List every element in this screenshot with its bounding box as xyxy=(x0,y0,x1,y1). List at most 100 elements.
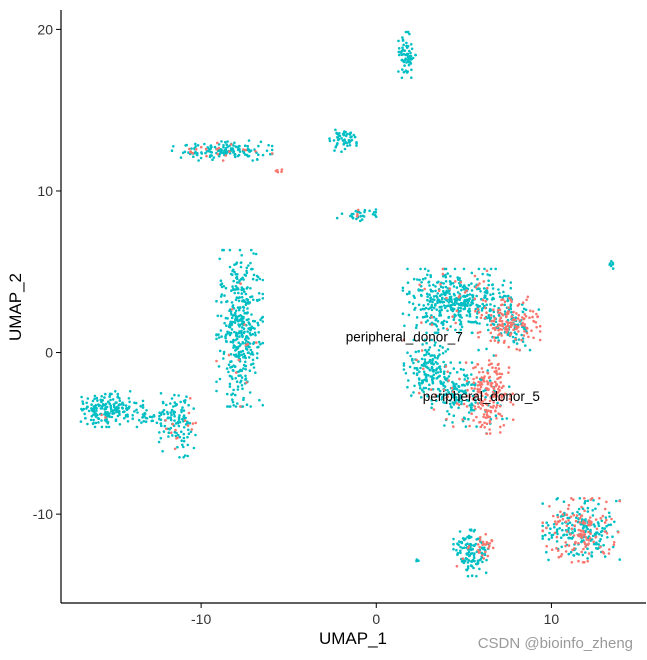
scatter-point-teal xyxy=(459,328,463,332)
scatter-point-teal xyxy=(478,567,481,571)
scatter-point-teal xyxy=(188,421,192,425)
scatter-point-teal xyxy=(442,282,446,285)
scatter-point-teal xyxy=(86,422,89,426)
scatter-point-teal xyxy=(424,353,428,356)
scatter-point-teal xyxy=(447,301,451,304)
scatter-point-teal xyxy=(261,297,265,300)
scatter-point-salmon xyxy=(479,385,483,389)
scatter-point-teal xyxy=(232,287,235,291)
scatter-point-teal xyxy=(244,356,247,360)
scatter-point-teal xyxy=(555,540,559,543)
scatter-point-teal xyxy=(411,357,414,361)
scatter-point-teal xyxy=(245,271,249,275)
scatter-point-teal xyxy=(140,421,143,424)
scatter-point-teal xyxy=(204,151,207,155)
scatter-point-teal xyxy=(615,499,618,503)
scatter-point-teal xyxy=(256,346,259,349)
scatter-point-teal xyxy=(407,379,410,382)
scatter-point-salmon xyxy=(171,422,175,426)
scatter-point-teal xyxy=(466,304,469,308)
scatter-point-teal xyxy=(340,150,343,153)
scatter-point-teal xyxy=(194,433,197,437)
scatter-point-teal xyxy=(260,316,264,320)
scatter-point-salmon xyxy=(523,330,526,333)
scatter-point-teal xyxy=(522,307,526,311)
scatter-point-teal xyxy=(190,147,193,150)
scatter-point-teal xyxy=(449,361,453,364)
scatter-point-salmon xyxy=(511,392,514,396)
scatter-point-teal xyxy=(444,285,448,289)
scatter-point-teal xyxy=(421,343,424,346)
scatter-point-teal xyxy=(252,366,256,369)
scatter-point-salmon xyxy=(478,371,481,374)
scatter-point-teal xyxy=(258,398,261,402)
scatter-point-salmon xyxy=(228,150,231,153)
scatter-point-teal xyxy=(408,32,411,36)
scatter-point-teal xyxy=(220,140,223,143)
scatter-point-salmon xyxy=(565,513,569,516)
scatter-point-teal xyxy=(402,70,406,74)
scatter-point-teal xyxy=(404,372,408,375)
scatter-point-salmon xyxy=(594,518,598,521)
scatter-point-salmon xyxy=(194,148,198,151)
scatter-point-teal xyxy=(442,304,446,307)
scatter-point-teal xyxy=(363,210,366,214)
scatter-point-teal xyxy=(334,146,338,149)
scatter-point-teal xyxy=(83,412,86,416)
scatter-point-teal xyxy=(420,363,424,367)
scatter-point-salmon xyxy=(501,322,504,326)
scatter-point-teal xyxy=(485,297,489,301)
scatter-point-teal xyxy=(100,395,103,398)
scatter-point-salmon xyxy=(605,500,608,504)
scatter-point-teal xyxy=(446,410,449,413)
scatter-point-teal xyxy=(441,395,444,399)
scatter-point-teal xyxy=(118,403,121,406)
scatter-point-teal xyxy=(125,408,129,412)
scatter-point-teal xyxy=(100,407,104,410)
scatter-point-salmon xyxy=(482,377,486,380)
scatter-point-salmon xyxy=(496,308,500,312)
scatter-point-teal xyxy=(548,531,551,535)
scatter-point-salmon xyxy=(442,388,446,392)
scatter-point-salmon xyxy=(484,550,487,554)
scatter-point-salmon xyxy=(521,301,525,305)
scatter-point-teal xyxy=(244,364,248,368)
scatter-point-teal xyxy=(487,314,491,317)
scatter-point-teal xyxy=(217,143,221,146)
scatter-point-teal xyxy=(170,413,173,417)
scatter-point-salmon xyxy=(491,366,494,369)
scatter-point-salmon xyxy=(191,422,195,425)
scatter-point-teal xyxy=(100,419,103,422)
scatter-point-teal xyxy=(245,335,249,339)
scatter-point-salmon xyxy=(459,281,463,284)
scatter-point-salmon xyxy=(509,321,512,325)
scatter-point-teal xyxy=(247,327,250,330)
scatter-point-teal xyxy=(572,554,576,557)
scatter-point-teal xyxy=(420,357,424,361)
scatter-point-teal xyxy=(234,365,237,368)
scatter-point-salmon xyxy=(524,315,528,318)
scatter-point-teal xyxy=(194,145,197,148)
scatter-point-salmon xyxy=(491,390,495,394)
scatter-point-teal xyxy=(470,560,473,563)
scatter-point-teal xyxy=(464,391,468,395)
scatter-point-teal xyxy=(231,314,235,317)
scatter-point-teal xyxy=(472,389,475,393)
scatter-point-teal xyxy=(459,309,462,313)
scatter-point-teal xyxy=(447,375,451,378)
scatter-point-salmon xyxy=(461,418,464,421)
scatter-point-teal xyxy=(466,561,470,564)
scatter-point-teal xyxy=(412,277,416,281)
scatter-point-teal xyxy=(463,559,467,563)
x-axis-title: UMAP_1 xyxy=(319,629,387,648)
scatter-point-teal xyxy=(524,308,528,312)
scatter-point-teal xyxy=(222,352,226,356)
scatter-point-teal xyxy=(244,300,247,304)
scatter-point-teal xyxy=(452,384,456,387)
scatter-point-teal xyxy=(410,47,414,51)
scatter-point-teal xyxy=(489,267,493,271)
scatter-point-salmon xyxy=(523,313,527,316)
scatter-point-salmon xyxy=(586,543,590,546)
scatter-point-teal xyxy=(244,374,247,378)
